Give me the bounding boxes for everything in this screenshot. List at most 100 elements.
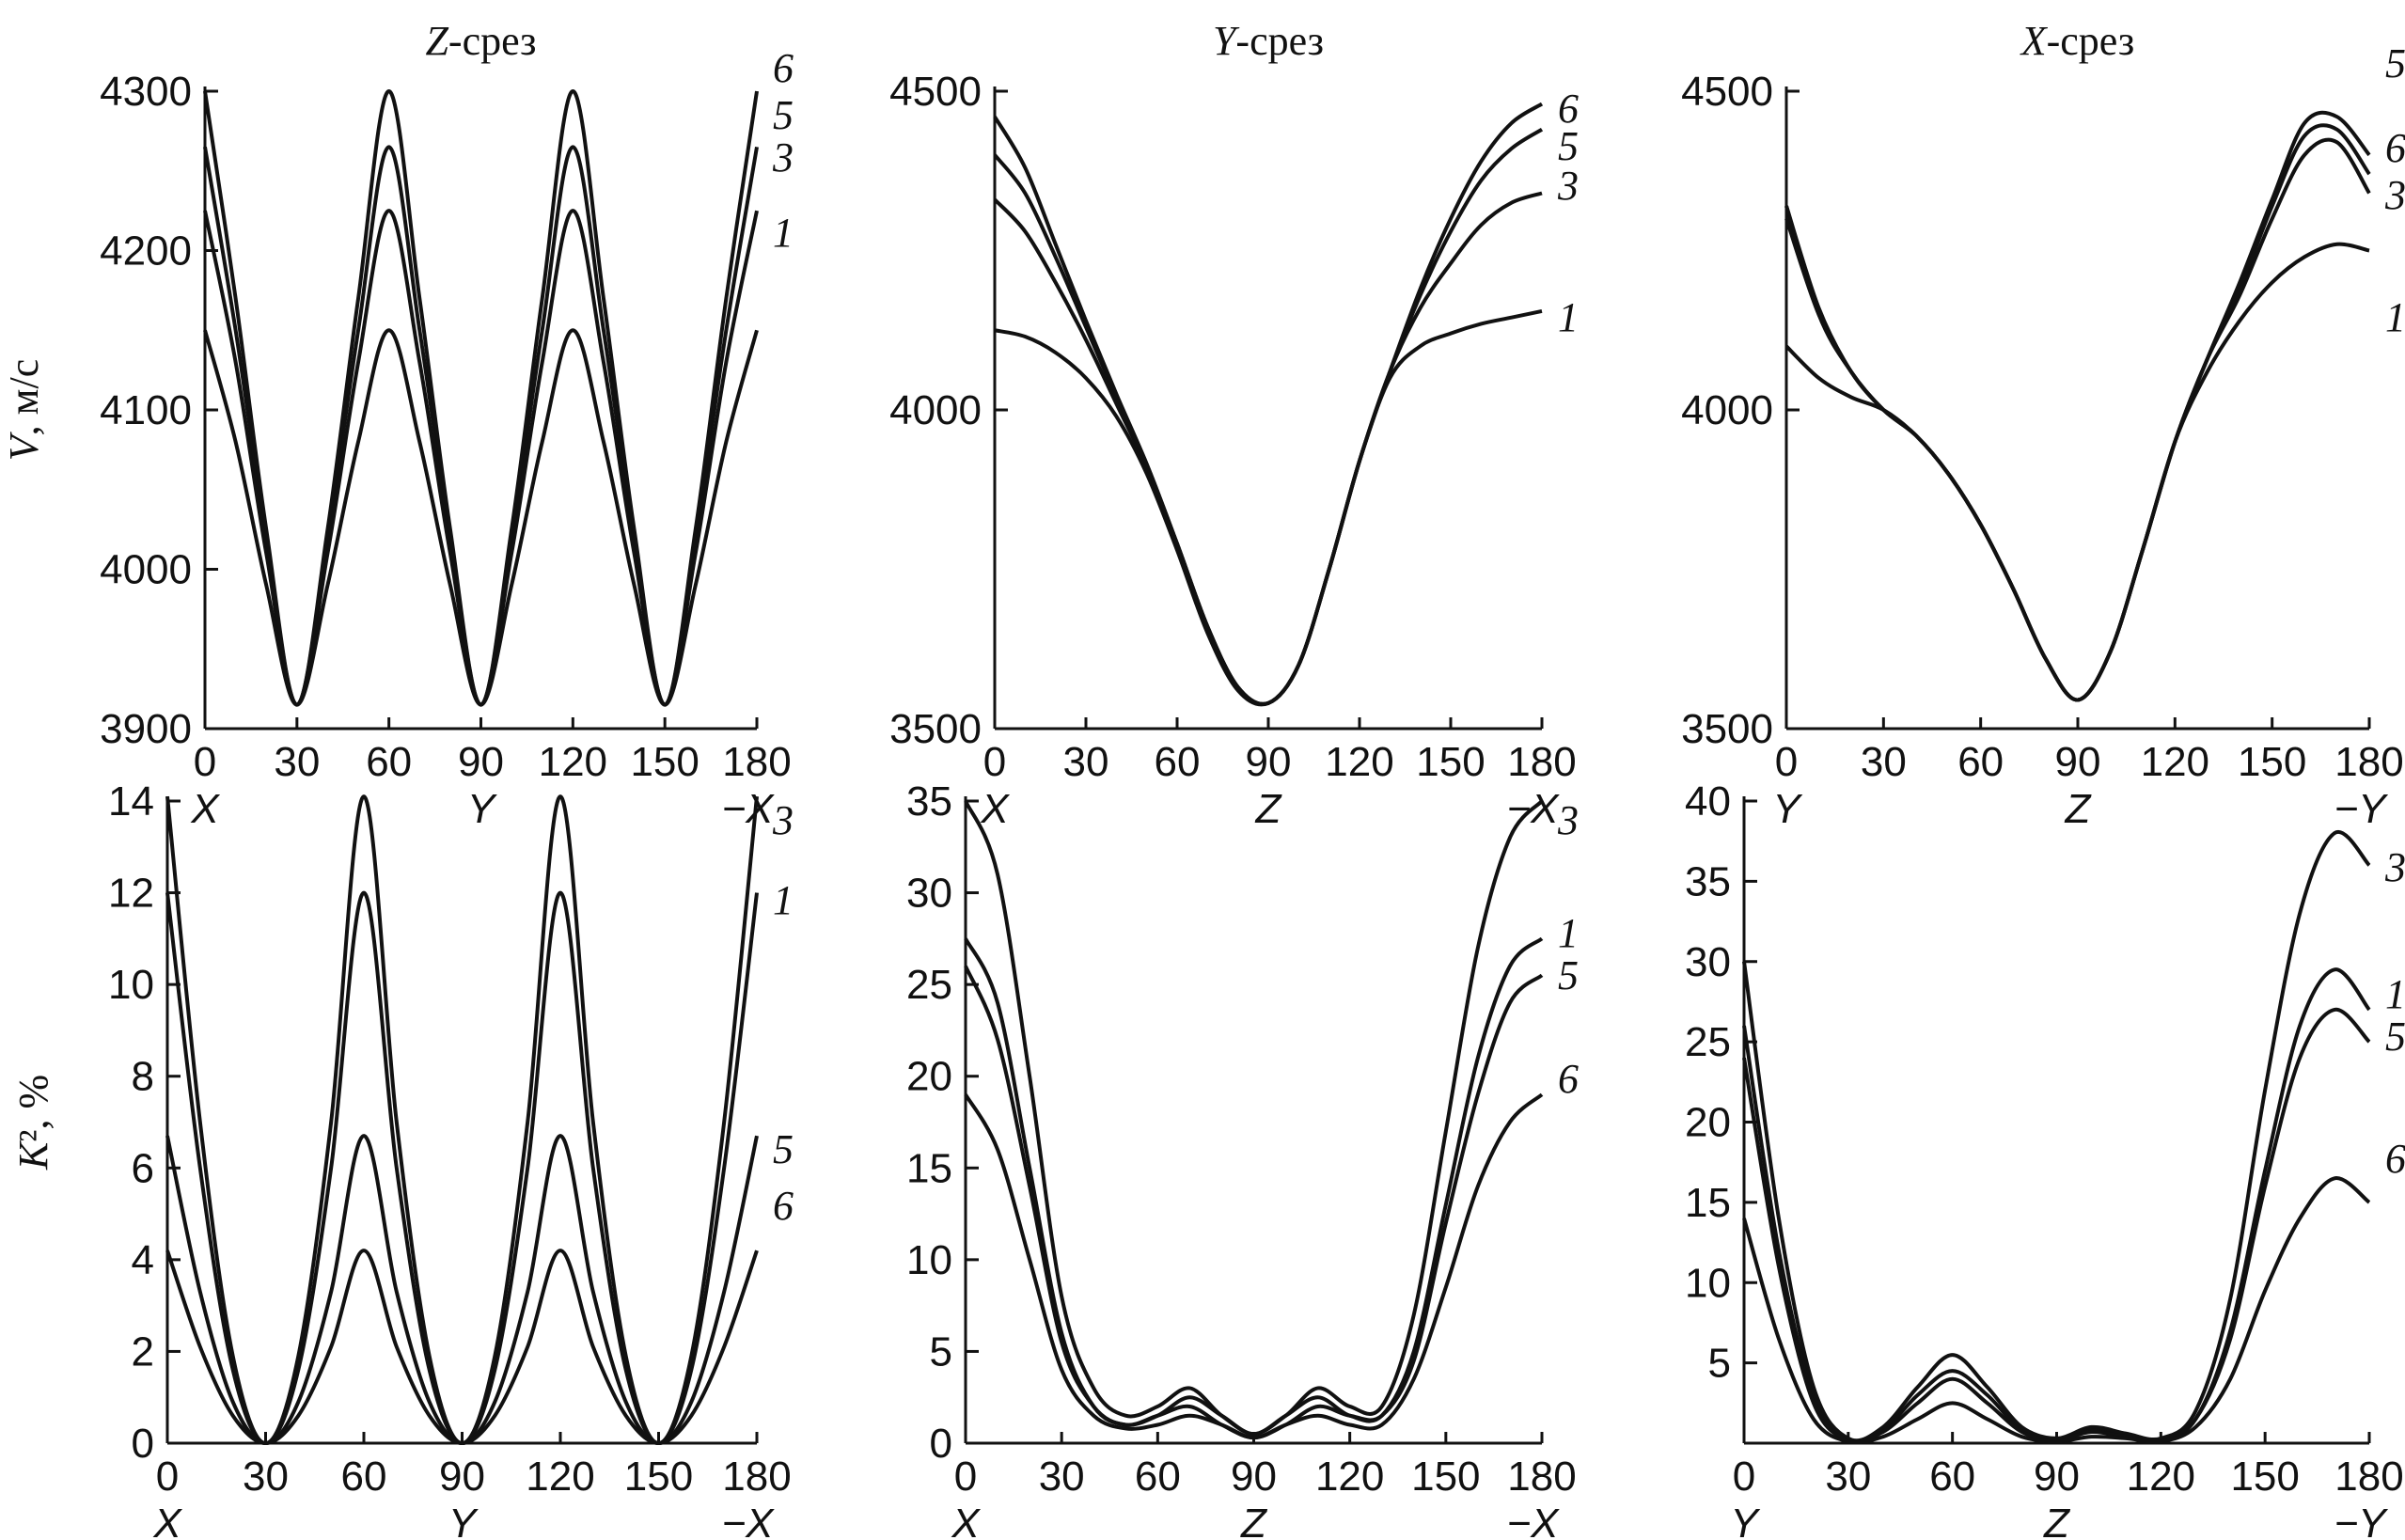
x-tick-label: 30 — [1825, 1454, 1871, 1500]
series-line-6 — [1784, 123, 2371, 702]
chart-title: Y-срез — [1213, 18, 1324, 64]
y-axis-label: V, м/с — [1, 359, 47, 462]
series-label-5: 5 — [1558, 123, 1579, 169]
y-tick-label: 30 — [906, 871, 952, 917]
series-line-5 — [165, 1134, 759, 1446]
x-tick-label: 60 — [366, 739, 412, 785]
x-tick-label: 180 — [2334, 1454, 2403, 1500]
x-tick-label: 120 — [1325, 739, 1393, 785]
series-line-3 — [964, 799, 1544, 1437]
x-tick-label: 60 — [1155, 739, 1201, 785]
x-tick-label: 30 — [243, 1454, 289, 1500]
x-tick-label: 180 — [722, 739, 791, 785]
series-label-3: 3 — [2384, 172, 2405, 218]
series-label-1: 1 — [1558, 294, 1579, 340]
x-direction-label: Z — [2065, 786, 2093, 832]
x-tick-label: 0 — [156, 1454, 179, 1500]
series-label-3: 3 — [1557, 797, 1579, 843]
series-label-1: 1 — [773, 210, 794, 256]
x-tick-label: 120 — [539, 739, 607, 785]
y-tick-label: 15 — [1685, 1180, 1731, 1226]
y-tick-label: 12 — [108, 871, 154, 917]
x-tick-label: 90 — [458, 739, 504, 785]
series-line-5 — [993, 127, 1544, 706]
y-tick-label: 5 — [1708, 1341, 1731, 1387]
x-tick-label: 30 — [1063, 739, 1109, 785]
y-tick-label: 4 — [132, 1237, 154, 1283]
x-direction-label: Z — [2043, 1501, 2071, 1540]
y-tick-label: 4000 — [889, 387, 982, 433]
x-direction-label: −X — [721, 786, 775, 832]
series-label-1: 1 — [773, 877, 794, 923]
x-tick-label: 150 — [1416, 739, 1485, 785]
x-tick-label: 150 — [624, 1454, 693, 1500]
series-line-1 — [994, 308, 1543, 707]
x-tick-label: 0 — [194, 739, 216, 785]
x-tick-label: 180 — [1507, 739, 1576, 785]
chart-title-italic: Y — [1213, 18, 1240, 64]
series-label-5: 5 — [1558, 952, 1579, 998]
x-direction-label: Y — [1730, 1501, 1760, 1540]
x-direction-label: −Y — [2334, 786, 2388, 832]
x-direction-label: X — [190, 786, 220, 832]
y-axis-label-italic: K — [10, 1139, 56, 1171]
y-axis-label-italic: V — [1, 431, 47, 461]
series-line-3 — [1784, 137, 2371, 702]
series-line-5 — [1742, 1007, 2371, 1444]
x-tick-label: 90 — [1246, 739, 1292, 785]
y-tick-label: 5 — [930, 1328, 952, 1375]
x-direction-label: Y — [1772, 786, 1802, 832]
y-tick-label: 15 — [906, 1145, 952, 1191]
y-tick-label: 0 — [132, 1421, 154, 1467]
x-direction-label: −Y — [2334, 1501, 2388, 1540]
series-line-3 — [993, 191, 1543, 706]
series-label-6: 6 — [1558, 86, 1579, 132]
chart-title-italic: X — [2020, 18, 2049, 64]
y-tick-label: 4100 — [100, 387, 192, 433]
series-line-6 — [203, 88, 759, 707]
chart-title: X-срез — [2020, 18, 2135, 64]
y-tick-label: 10 — [108, 962, 154, 1008]
series-label-6: 6 — [773, 45, 794, 91]
chart-panel-1: 3900 4000 4100 4200 4300 0 30 60 90 120 150 180 X Y −X… — [1, 18, 794, 832]
series-line-6 — [993, 102, 1544, 706]
y-tick-label: 14 — [108, 778, 154, 825]
x-tick-label: 150 — [2238, 739, 2306, 785]
y-axis-label: K², % — [10, 1075, 56, 1171]
y-tick-label: 25 — [1685, 1019, 1731, 1065]
series-line-6 — [165, 1249, 759, 1446]
x-tick-label: 30 — [1861, 739, 1907, 785]
x-tick-label: 0 — [1733, 1454, 1755, 1500]
chart-panel-4: 0 2 4 6 8 10 12 14 0 30 60 90 120 150 180 X Y −X K², % 1 3 5 6 — [10, 778, 794, 1540]
chart-title-rest: -срез — [448, 18, 537, 64]
series-label-1: 1 — [2385, 294, 2405, 340]
x-tick-label: 150 — [1411, 1454, 1480, 1500]
chart-title: Z-срез — [425, 18, 536, 64]
series-label-5: 5 — [773, 92, 794, 138]
series-label-3: 3 — [2384, 844, 2405, 890]
x-tick-label: 60 — [1929, 1454, 1975, 1500]
y-tick-label: 6 — [132, 1145, 154, 1191]
series-label-6: 6 — [773, 1183, 794, 1229]
x-tick-label: 30 — [274, 739, 320, 785]
y-tick-label: 0 — [930, 1421, 952, 1467]
y-tick-label: 4000 — [1681, 387, 1773, 433]
chart-panel-3: 3500 4000 4500 0 30 60 90 120 150 180 Y Z −Y X-срез 1 3… — [1681, 18, 2405, 832]
series-label-1: 1 — [2385, 971, 2405, 1017]
series-label-1: 1 — [1558, 910, 1579, 956]
x-tick-label: 90 — [2055, 739, 2101, 785]
series-label-3: 3 — [1557, 163, 1579, 209]
chart-title-rest: -срез — [1235, 18, 1324, 64]
series-line-3 — [165, 794, 759, 1446]
x-tick-label: 90 — [2034, 1454, 2080, 1500]
x-direction-label: Z — [1240, 1501, 1268, 1540]
x-tick-label: 30 — [1039, 1454, 1085, 1500]
y-tick-label: 3500 — [889, 706, 982, 752]
y-tick-label: 2 — [132, 1328, 154, 1375]
y-tick-label: 4500 — [1681, 69, 1773, 115]
x-direction-label: −X — [721, 1501, 775, 1540]
y-tick-label: 35 — [1685, 858, 1731, 904]
x-direction-label: −X — [1506, 1501, 1560, 1540]
